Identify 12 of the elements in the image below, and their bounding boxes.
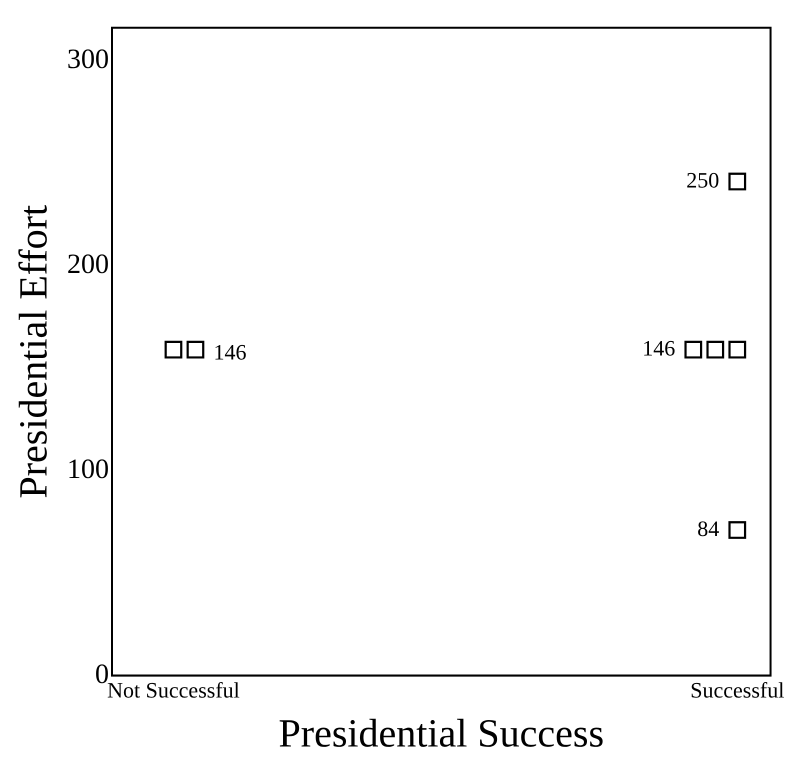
y-axis-title: Presidential Effort [10, 204, 56, 499]
x-axis-title: Presidential Success [278, 710, 604, 756]
y-tick-label: 100 [67, 454, 109, 485]
annotation: 146 [213, 339, 246, 364]
y-tick-label: 300 [67, 44, 109, 75]
x-tick-label: Successful [690, 678, 784, 703]
y-tick-label: 200 [67, 248, 109, 280]
y-tick-label: 0 [95, 658, 109, 690]
annotation: 250 [686, 167, 720, 192]
annotation: 84 [697, 516, 720, 541]
annotation: 146 [642, 335, 676, 360]
x-tick-label: Not Successful [107, 678, 240, 703]
